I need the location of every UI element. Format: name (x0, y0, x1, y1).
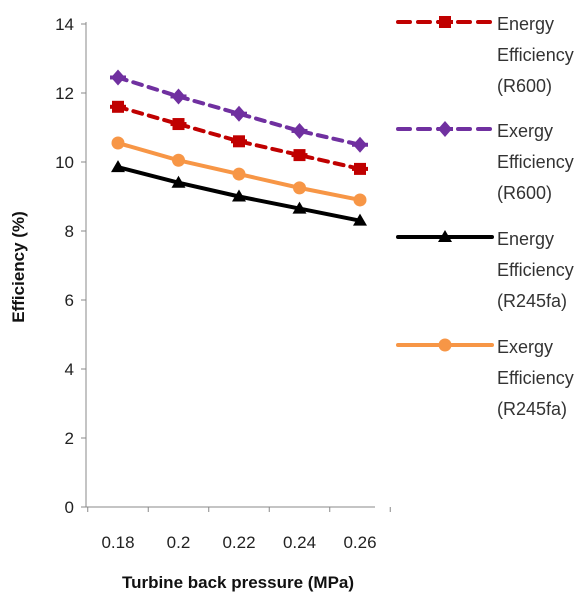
series-2-point (352, 136, 368, 153)
y-tick-label: 6 (65, 291, 74, 310)
series-2-point-bar (170, 94, 187, 99)
legend-label: Efficiency (497, 45, 574, 65)
x-tick-label: 0.22 (222, 533, 255, 552)
x-tick-label: 0.26 (343, 533, 376, 552)
y-tick-label: 10 (55, 153, 74, 172)
series-3-point (111, 160, 125, 173)
series-4-point (111, 136, 125, 150)
legend-item-1: Energy Efficiency (R600) (396, 14, 574, 96)
legend-label: Energy (497, 229, 554, 249)
series-3-point (292, 201, 307, 214)
legend-swatch-marker (437, 16, 453, 28)
series-1-point-bar (352, 166, 368, 171)
series-1-point-bar (110, 104, 126, 109)
series-3-point (232, 189, 246, 202)
series-1-point-bar (291, 153, 308, 158)
series-4-point (232, 167, 246, 181)
legend-label: (R600) (497, 183, 552, 203)
axes: 0 2 4 6 8 10 12 14 0.18 0.2 0.22 0.24 0.26 (55, 15, 391, 552)
legend-label: (R245fa) (497, 399, 567, 419)
x-tick-label: 0.24 (283, 533, 316, 552)
y-tick-label: 14 (55, 15, 74, 34)
y-tick-label: 0 (65, 498, 74, 517)
legend-label: Efficiency (497, 260, 574, 280)
series-2-point (110, 69, 126, 86)
x-tick-label: 0.2 (167, 533, 191, 552)
legend-label: Exergy (497, 337, 553, 357)
legend-swatch-marker (438, 338, 452, 352)
y-tick-label: 12 (55, 84, 74, 103)
series-1-point (110, 100, 126, 113)
series-2-point-bar (352, 142, 368, 147)
series-3-point (353, 213, 367, 226)
legend-swatch-marker (437, 121, 453, 137)
y-tick-label: 4 (65, 360, 74, 379)
series-1-point (352, 162, 368, 175)
series-2-point-bar (231, 111, 247, 116)
legend-item-2: Exergy Efficiency (R600) (396, 121, 574, 203)
legend-label: Efficiency (497, 152, 574, 172)
series-4 (111, 136, 367, 207)
series-4-point (172, 153, 185, 167)
series-2-point-bar (110, 75, 126, 80)
legend-label: Efficiency (497, 368, 574, 388)
series-1-point (291, 149, 308, 162)
series-layer (110, 69, 368, 226)
series-1 (110, 100, 368, 175)
series-1-line (116, 104, 362, 171)
legend-swatch-marker-bar (437, 127, 453, 131)
series-3 (111, 160, 367, 226)
series-1-point (231, 135, 247, 148)
legend-swatch-marker-bar (437, 20, 453, 24)
y-tick-label: 2 (65, 429, 74, 448)
series-4-point (353, 193, 367, 207)
series-3-point (171, 175, 186, 188)
series-2-point (291, 122, 308, 139)
y-tick-label: 8 (65, 222, 74, 241)
legend-swatch-marker (438, 230, 452, 242)
series-1-point (170, 118, 187, 131)
series-1-point-bar (170, 122, 187, 127)
series-1-point-bar (231, 139, 247, 144)
series-2 (110, 69, 368, 153)
x-axis-title: Turbine back pressure (MPa) (122, 573, 354, 592)
legend: Energy Efficiency (R600) Exergy Efficiency (R… (396, 14, 574, 419)
legend-item-4: Exergy Efficiency (R245fa) (396, 337, 574, 419)
legend-item-3: Energy Efficiency (R245fa) (396, 229, 574, 311)
series-2-point (231, 105, 247, 122)
legend-label: (R600) (497, 76, 552, 96)
legend-label: Exergy (497, 121, 553, 141)
y-axis-title: Efficiency (%) (9, 211, 28, 322)
x-tick-label: 0.18 (101, 533, 134, 552)
legend-label: Energy (497, 14, 554, 34)
series-4-point (293, 181, 306, 195)
series-2-point (170, 88, 187, 105)
series-2-point-bar (291, 128, 308, 133)
legend-label: (R245fa) (497, 291, 567, 311)
